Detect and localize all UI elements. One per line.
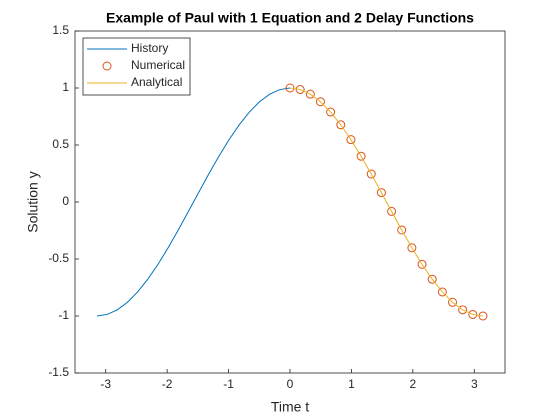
- marker: [417, 259, 427, 269]
- marker: [427, 274, 437, 284]
- marker: [448, 297, 458, 307]
- x-tick-label: -1: [223, 377, 234, 391]
- y-tick-label: -1: [58, 308, 69, 322]
- y-axis-label: Solution y: [25, 171, 41, 232]
- marker: [387, 206, 397, 216]
- marker: [366, 169, 376, 179]
- marker: [326, 107, 336, 117]
- marker: [285, 83, 295, 93]
- marker: [356, 151, 366, 161]
- marker: [468, 309, 478, 319]
- x-axis-label: Time t: [271, 399, 309, 415]
- y-tick-label: -1.5: [48, 365, 69, 379]
- y-tick-label: 0: [62, 194, 69, 208]
- x-tick-label: -2: [162, 377, 173, 391]
- y-tick-label: 1: [62, 80, 69, 94]
- marker: [437, 287, 447, 297]
- y-tick-label: 1.5: [52, 23, 69, 37]
- legend-label: History: [131, 41, 168, 55]
- marker: [295, 85, 305, 95]
- x-tick-label: 3: [471, 377, 478, 391]
- marker: [458, 305, 468, 315]
- series-line: [289, 87, 484, 317]
- marker: [305, 89, 315, 99]
- legend-label: Numerical: [131, 58, 185, 72]
- legend-symbol: [102, 61, 112, 71]
- marker: [346, 135, 356, 145]
- marker: [397, 225, 407, 235]
- x-tick-label: 1: [348, 377, 355, 391]
- marker: [478, 311, 488, 321]
- chart-title: Example of Paul with 1 Equation and 2 De…: [106, 10, 474, 26]
- marker: [407, 243, 417, 253]
- legend-box: [82, 37, 191, 96]
- y-tick-label: 0.5: [52, 137, 69, 151]
- marker: [376, 188, 386, 198]
- series-line: [96, 87, 291, 317]
- marker: [315, 97, 325, 107]
- x-tick-label: -3: [100, 377, 111, 391]
- y-tick-label: -0.5: [48, 251, 69, 265]
- x-tick-label: 2: [410, 377, 417, 391]
- legend-label: Analytical: [131, 75, 182, 89]
- x-tick-label: 0: [287, 377, 294, 391]
- marker: [336, 120, 346, 130]
